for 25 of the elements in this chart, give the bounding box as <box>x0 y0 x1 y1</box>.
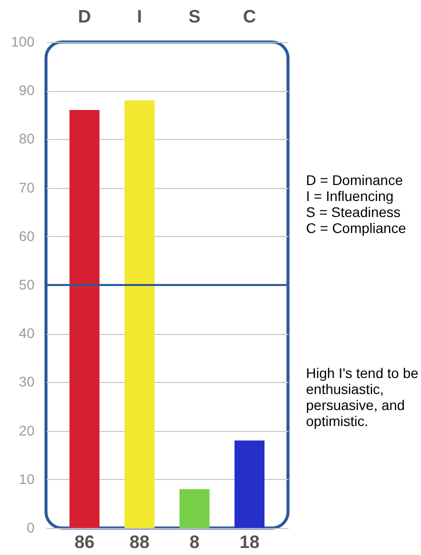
x-tick-label: C <box>243 6 256 26</box>
data-label: 88 <box>129 532 150 552</box>
y-tick-label: 70 <box>18 179 35 196</box>
bar <box>124 100 154 528</box>
y-tick-label: 50 <box>18 276 35 292</box>
y-tick-label: 40 <box>18 325 35 342</box>
y-tick-label: 10 <box>18 470 35 487</box>
y-tick-label: 30 <box>18 374 35 390</box>
x-tick-label: I <box>136 6 142 26</box>
text: D = Dominance I = Influencing S = Steadiness C = Compliance <box>306 172 407 236</box>
x-tick-label: S <box>188 6 201 26</box>
text: High I's tend to be enthusiastic, persuasive, and optimistic. <box>306 365 420 429</box>
bar <box>180 489 210 528</box>
bar <box>70 110 100 528</box>
x-tick-label: D <box>78 6 91 26</box>
y-tick-label: 80 <box>18 130 35 147</box>
data-label: 18 <box>239 532 260 552</box>
y-tick-label: 90 <box>18 82 35 98</box>
data-label: 8 <box>189 532 200 552</box>
y-tick-label: 0 <box>26 520 35 536</box>
bar <box>234 440 264 528</box>
y-tick-label: 20 <box>18 422 35 438</box>
y-tick-label: 60 <box>18 228 35 244</box>
data-label: 86 <box>74 532 95 552</box>
y-tick-label: 100 <box>11 34 35 50</box>
